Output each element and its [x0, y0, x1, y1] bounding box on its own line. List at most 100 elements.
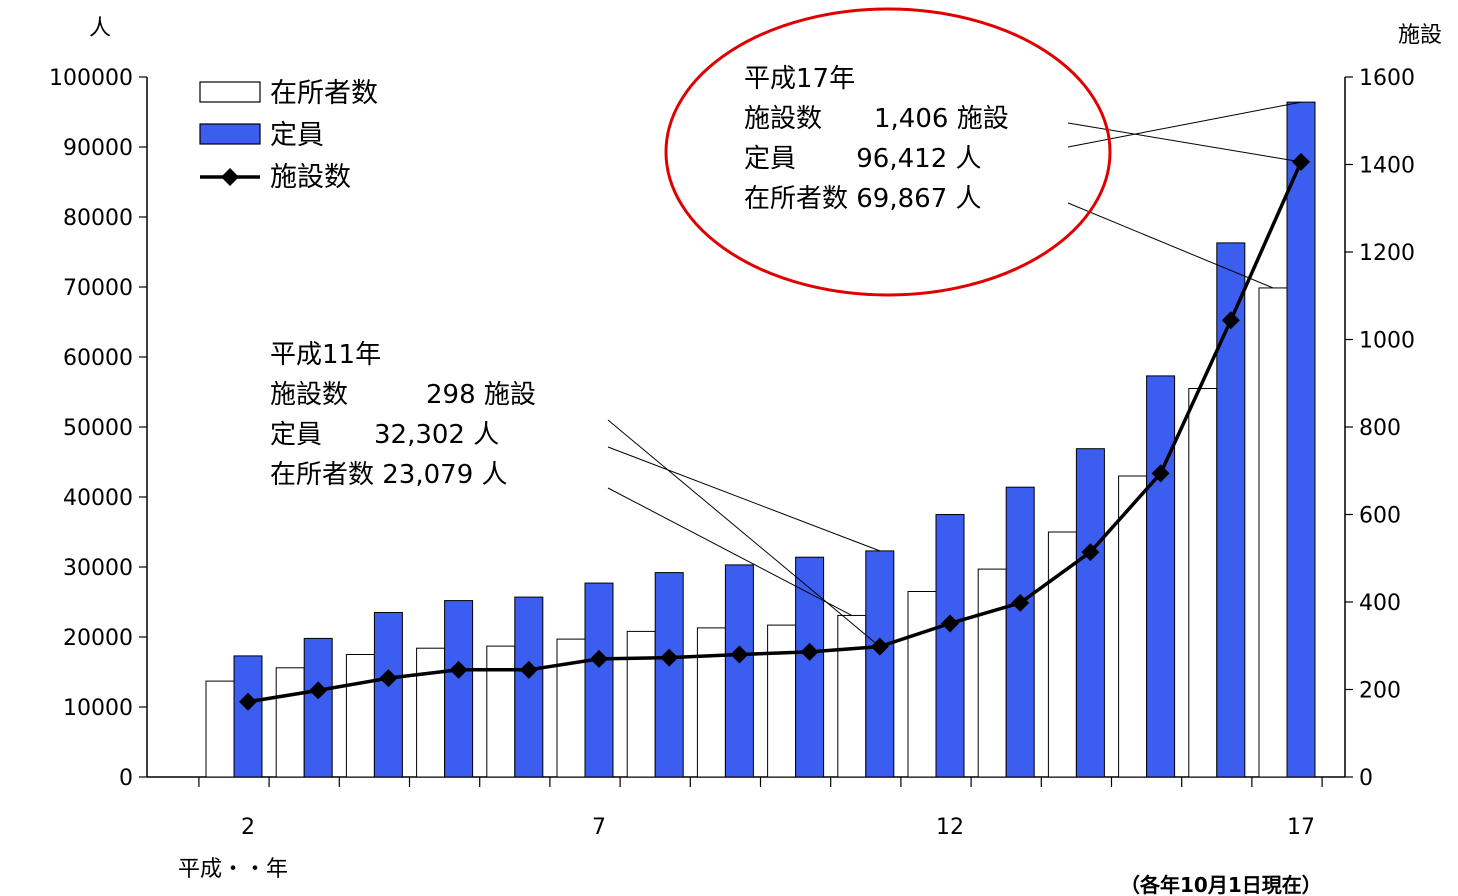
bar-residents	[345, 654, 375, 778]
bar-residents	[205, 680, 235, 778]
annotation-leader-line	[1067, 202, 1274, 289]
point-facilities	[519, 660, 538, 679]
point-facilities	[730, 645, 749, 664]
annotation-leaders	[607, 101, 1302, 648]
left-y-tick-label: 40000	[63, 486, 133, 511]
bar-capacity	[373, 612, 403, 778]
point-facilities	[1151, 464, 1170, 483]
bar-residents	[767, 624, 797, 778]
bar-residents	[1188, 388, 1218, 778]
right-y-tick-label: 1400	[1359, 154, 1415, 179]
left-y-tick-label: 80000	[63, 206, 133, 231]
point-facilities	[800, 642, 819, 661]
line-series-group	[239, 152, 1310, 711]
legend-label-residents: 在所者数	[270, 78, 378, 109]
bar-capacity	[865, 550, 895, 778]
left-y-tick-label: 100000	[49, 66, 133, 91]
line-facilities	[247, 161, 1303, 704]
annotation-line: 定員 32,302 人	[270, 420, 499, 450]
bar-capacity	[514, 596, 544, 778]
annotation-line: 平成17年	[744, 64, 855, 94]
annotation-line: 施設数 1,406 施設	[744, 104, 1009, 134]
legend-swatch-residents	[199, 81, 261, 103]
bar-residents	[626, 630, 656, 778]
right-axis-unit: 施設	[1398, 23, 1442, 48]
legend-swatch-capacity	[199, 123, 261, 145]
x-tick-label: 17	[1287, 815, 1315, 840]
annotation-leader-line	[607, 419, 881, 648]
bars-group	[205, 101, 1316, 778]
right-y-tick-label: 800	[1359, 416, 1401, 441]
annotation-line: 在所者数 23,079 人	[270, 460, 508, 490]
annotation-line: 平成11年	[270, 340, 381, 370]
left-y-tick-label: 10000	[63, 696, 133, 721]
bar-residents	[1258, 287, 1288, 778]
bar-capacity	[584, 582, 614, 778]
annotation-line: 施設数 298 施設	[270, 380, 536, 410]
x-axis-label: 平成・・年	[178, 857, 288, 882]
x-tick-label: 2	[241, 815, 255, 840]
annotation-leader-line	[607, 487, 853, 616]
annotation-leader-line	[1067, 122, 1302, 163]
point-facilities	[660, 648, 679, 667]
x-tick-label: 7	[592, 815, 606, 840]
bar-residents	[977, 568, 1007, 778]
annotation-leader-line	[607, 446, 880, 552]
left-y-tick-label: 20000	[63, 626, 133, 651]
bar-capacity	[795, 556, 825, 778]
bar-capacity	[303, 637, 333, 778]
legend-marker-facilities	[221, 168, 239, 186]
bar-residents	[1118, 475, 1148, 778]
annotation-leader-line	[1067, 101, 1302, 148]
bar-residents	[696, 627, 726, 778]
bar-capacity	[444, 600, 474, 778]
left-y-tick-label: 90000	[63, 136, 133, 161]
annotation-line: 在所者数 69,867 人	[744, 184, 982, 214]
right-y-tick-label: 200	[1359, 679, 1401, 704]
x-tick-label: 12	[936, 815, 964, 840]
legend-label-capacity: 定員	[270, 120, 324, 151]
bar-residents	[837, 614, 867, 778]
point-facilities	[1221, 311, 1240, 330]
point-facilities	[1011, 593, 1030, 612]
left-axis-unit: 人	[89, 16, 111, 41]
bar-capacity	[1216, 242, 1246, 778]
annotation-line: 定員 96,412 人	[744, 144, 982, 174]
point-facilities	[449, 660, 468, 679]
point-facilities	[941, 614, 959, 633]
bar-capacity	[935, 514, 965, 778]
left-y-tick-label: 60000	[63, 346, 133, 371]
legend: 在所者数 定員 施設数	[199, 78, 378, 193]
point-facilities	[590, 649, 608, 668]
left-y-tick-label: 30000	[63, 556, 133, 581]
bar-residents	[275, 667, 305, 778]
bar-capacity	[724, 564, 754, 778]
right-y-tick-label: 1200	[1359, 241, 1415, 266]
left-y-tick-label: 0	[119, 766, 133, 791]
legend-label-facilities: 施設数	[270, 162, 351, 193]
bar-capacity	[1286, 101, 1316, 778]
point-facilities	[379, 669, 398, 688]
bar-capacity	[233, 655, 263, 778]
bar-capacity	[654, 572, 684, 778]
bar-capacity	[1005, 486, 1035, 778]
point-facilities	[309, 681, 328, 700]
bar-residents	[486, 645, 516, 778]
left-y-tick-label: 70000	[63, 276, 133, 301]
right-y-tick-label: 0	[1359, 766, 1373, 791]
bar-capacity	[1146, 375, 1176, 778]
point-facilities	[239, 692, 257, 711]
axis-ticks: 0100002000030000400005000060000700008000…	[49, 66, 1415, 840]
right-y-tick-label: 400	[1359, 591, 1401, 616]
right-y-tick-label: 1000	[1359, 329, 1415, 354]
footnote: （各年10月1日現在）	[1120, 873, 1322, 896]
highlight-ellipse	[664, 7, 1112, 297]
bar-residents	[1047, 531, 1077, 778]
right-y-tick-label: 1600	[1359, 66, 1415, 91]
bar-residents	[416, 647, 446, 778]
point-facilities	[1081, 543, 1100, 562]
right-y-tick-label: 600	[1359, 504, 1401, 529]
